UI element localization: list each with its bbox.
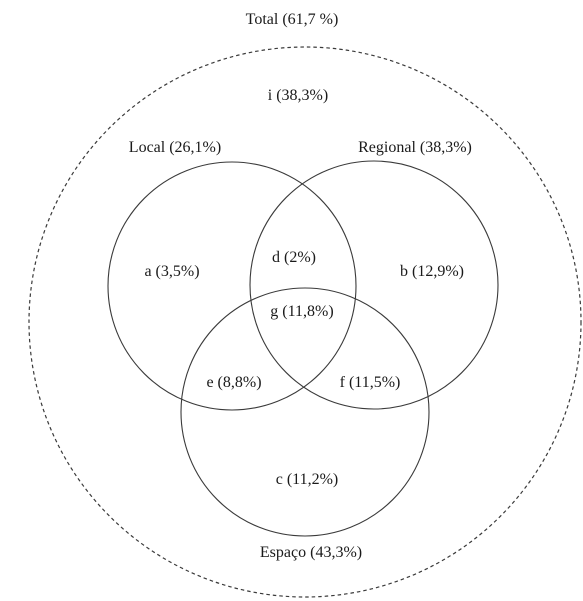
region-a-label: a (3,5%) (144, 263, 199, 280)
local-circle (107, 161, 357, 411)
local-set-label: Local (26,1%) (129, 139, 221, 156)
region-d-label: d (2%) (272, 249, 316, 266)
regional-circle (249, 160, 499, 410)
region-e-label: e (8,8%) (206, 374, 261, 391)
region-g-label: g (11,8%) (270, 303, 333, 320)
regional-set-label: Regional (38,3%) (358, 139, 472, 156)
espaco-circle (180, 287, 430, 537)
total-universe-ellipse (28, 46, 582, 598)
region-c-label: c (11,2%) (276, 471, 339, 488)
region-f-label: f (11,5%) (340, 374, 401, 391)
espaco-set-label: Espaço (43,3%) (260, 544, 362, 561)
total-label: Total (61,7 %) (246, 11, 339, 28)
outside-region-label: i (38,3%) (268, 87, 328, 104)
region-b-label: b (12,9%) (400, 263, 464, 280)
